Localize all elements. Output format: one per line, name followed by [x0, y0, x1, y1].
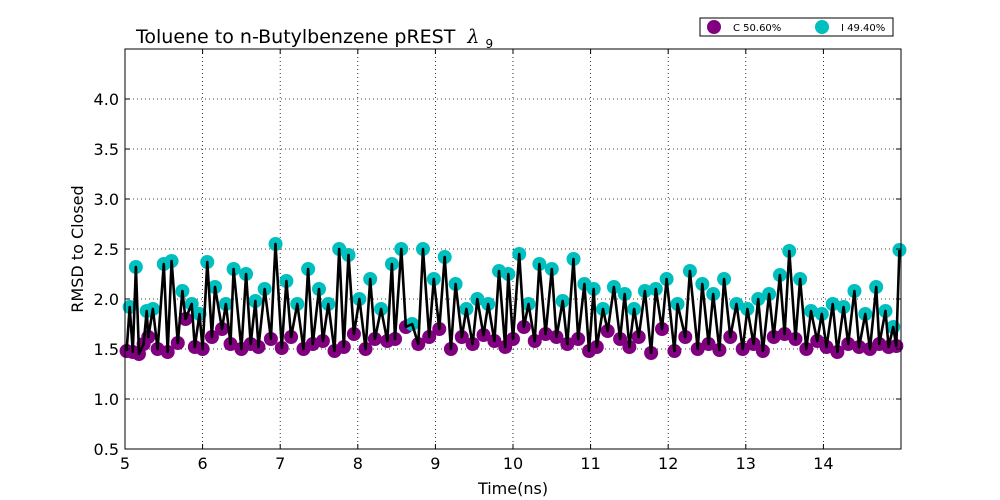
y-tick-label: 3.5	[94, 140, 119, 159]
y-tick-label: 1.5	[94, 340, 119, 359]
x-tick-label: 9	[430, 454, 440, 473]
rmsd-trace-line	[125, 242, 901, 356]
x-tick-label: 13	[736, 454, 756, 473]
legend: C 50.60% I 49.40%	[699, 17, 894, 37]
x-tick-label: 10	[503, 454, 523, 473]
x-axis-label: Time(ns)	[477, 479, 548, 498]
x-tick-label: 14	[813, 454, 833, 473]
x-tick-label: 6	[198, 454, 208, 473]
legend-label-closed: C 50.60%	[733, 23, 781, 34]
chart-title: Toluene to n-Butylbenzene pREST λ 9	[135, 26, 493, 51]
legend-marker-intermediate	[815, 20, 829, 34]
title-text: Toluene to n-Butylbenzene pREST	[135, 26, 456, 48]
x-tick-label: 12	[658, 454, 678, 473]
x-tick-label: 8	[353, 454, 363, 473]
title-subscript: 9	[485, 37, 493, 51]
legend-marker-closed	[707, 20, 721, 34]
series-line-layer	[125, 242, 901, 356]
grid	[124, 49, 901, 450]
title-lambda: λ	[466, 26, 479, 48]
x-tick-label: 5	[120, 454, 130, 473]
x-tick-label: 7	[275, 454, 285, 473]
y-axis-label: RMSD to Closed	[68, 185, 87, 312]
y-tick-label: 1.0	[94, 390, 119, 409]
y-tick-label: 0.5	[94, 440, 119, 459]
y-tick-label: 2.5	[94, 240, 119, 259]
legend-box	[699, 17, 894, 37]
x-tick-label: 11	[580, 454, 600, 473]
y-tick-label: 4.0	[94, 90, 119, 109]
tick-layer: 5 6 7 8 9 10 11 12 13 14 0.5 1.0 1.5 2.0 2.5 3.0 3.5 4.0	[94, 49, 901, 473]
y-tick-label: 2.0	[94, 290, 119, 309]
legend-label-intermediate: I 49.40%	[841, 23, 885, 34]
intermediate-point	[892, 243, 907, 257]
y-tick-label: 3.0	[94, 190, 119, 209]
